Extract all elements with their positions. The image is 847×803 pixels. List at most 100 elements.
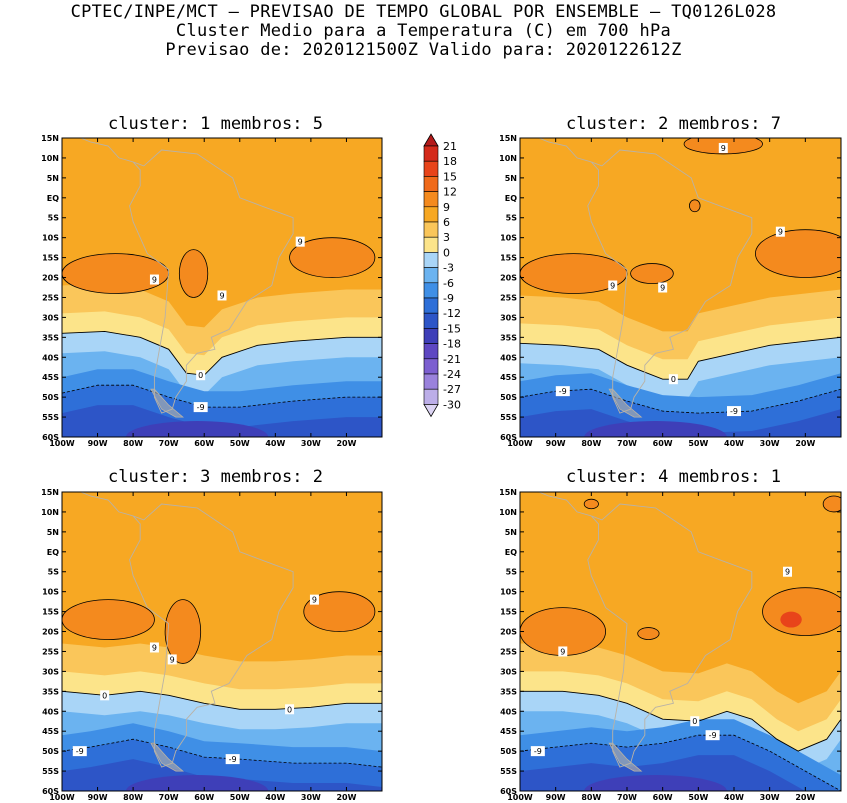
lon-label: 80W	[123, 793, 143, 802]
lat-label: 30S	[42, 667, 59, 676]
contour-label: -9	[193, 402, 208, 413]
colorbar-label: -18	[443, 338, 461, 351]
lon-label: 50W	[688, 439, 708, 448]
lon-label: 40W	[724, 793, 744, 802]
lat-label: EQ	[505, 194, 517, 203]
header-line-3: Previsao de: 2020121500Z Valido para: 20…	[165, 40, 682, 60]
warm-core-9	[630, 263, 674, 284]
lat-label: 35S	[500, 687, 517, 696]
colorbar-box	[423, 328, 439, 344]
lat-label: 25S	[42, 293, 59, 302]
panel-1-title: cluster: 1 membros: 5	[108, 114, 323, 134]
lat-label: 20S	[42, 274, 59, 283]
lat-label: 60S	[42, 787, 59, 796]
contour-label-box	[72, 746, 87, 757]
colorbar-label: -12	[443, 307, 461, 320]
colorbar-label: -27	[443, 383, 461, 396]
contour-label-box	[167, 654, 177, 665]
contour-label-box	[555, 386, 570, 397]
colorbar-label: 9	[443, 201, 450, 214]
contour-label-box	[295, 236, 305, 247]
map-panel-3: 9 9 9 0 0 -9 -9 15N 10N 5N EQ 5S 10S 15S 20S 25S 30S 35S 4…	[41, 488, 383, 802]
contour-label: -9	[705, 730, 720, 741]
colorbar-box	[423, 176, 439, 192]
map-frame	[519, 137, 842, 438]
lat-label: 5N	[47, 528, 59, 537]
colorbar-box	[423, 160, 439, 177]
colorbar-label: -21	[443, 353, 461, 366]
colorbar-box	[423, 191, 439, 208]
lat-label: 10S	[42, 588, 59, 597]
contour-label-box	[718, 142, 728, 153]
lat-label: 45S	[42, 373, 59, 382]
lat-label: 55S	[500, 767, 517, 776]
lon-label: 60W	[194, 793, 214, 802]
colorbar-label: -3	[443, 262, 454, 275]
contour-label: 9	[149, 274, 159, 285]
lon-label: 40W	[724, 439, 744, 448]
colorbar-label: 6	[443, 216, 450, 229]
lat-label: 15N	[499, 134, 517, 143]
colorbar-box	[423, 221, 439, 238]
warm-core-9	[62, 253, 170, 294]
colorbar-label: 0	[443, 246, 450, 259]
map-panel-2: 9 9 9 9 0 -9 -9 15N 10N 5N EQ 5S 10S 15S 20S 25S 30S 35S 4…	[499, 134, 842, 448]
map-frame	[61, 137, 383, 438]
contour-label: 9	[608, 280, 618, 291]
isoline-0	[520, 336, 841, 380]
contour-label-box	[608, 280, 618, 291]
lat-label: 10S	[500, 588, 517, 597]
warm-core-9	[178, 249, 209, 298]
lon-label: 100W	[49, 793, 75, 802]
header-line-2: Cluster Medio para a Temperatura (C) em …	[175, 21, 672, 41]
lat-label: 15N	[41, 134, 59, 143]
warm-core-9	[762, 587, 841, 636]
map-frame	[519, 491, 842, 792]
patagonia-islands	[150, 388, 184, 418]
contour-label: 0	[690, 716, 700, 727]
contour-label-box	[193, 402, 208, 413]
contour-label: -9	[225, 754, 240, 765]
lat-label: 50S	[42, 393, 59, 402]
lon-label: 30W	[301, 793, 321, 802]
colorbar-box	[423, 206, 439, 223]
lat-label: 30S	[42, 313, 59, 322]
lat-label: 35S	[500, 333, 517, 342]
warm-core-9	[303, 591, 376, 632]
lat-label: 55S	[500, 413, 517, 422]
lat-label: 40S	[500, 353, 517, 362]
contour-label-text: 0	[692, 717, 697, 726]
lat-label: 5N	[505, 174, 517, 183]
contour-label-text: 0	[198, 371, 203, 380]
colorbar-label: 18	[443, 155, 457, 168]
contour-label: 9	[295, 236, 305, 247]
lon-label: 70W	[617, 793, 637, 802]
lat-label: 55S	[42, 767, 59, 776]
lat-label: EQ	[47, 194, 59, 203]
isoline-0	[520, 690, 841, 752]
contour-label: 9	[718, 142, 728, 153]
central-america-coastline	[79, 492, 134, 517]
lat-label: 25S	[42, 647, 59, 656]
colorbar-box	[423, 388, 439, 405]
contour-label: 0	[100, 690, 110, 701]
lon-label: 70W	[159, 439, 179, 448]
lat-label: 50S	[42, 747, 59, 756]
warm-core-9	[822, 495, 841, 513]
contour-label-box	[149, 274, 159, 285]
contour-label-box	[309, 594, 319, 605]
lat-label: 60S	[500, 433, 517, 442]
colorbar-label: -9	[443, 292, 454, 305]
colorbar-label: -24	[443, 368, 461, 381]
contour-label: -9	[727, 406, 741, 417]
contour-label: -9	[555, 386, 570, 397]
contour-label: 9	[167, 654, 177, 665]
lat-label: 45S	[500, 727, 517, 736]
contour-label-text: -9	[709, 731, 717, 740]
contour-label-text: -9	[559, 387, 567, 396]
lat-label: 20S	[42, 628, 59, 637]
lon-label: 60W	[194, 439, 214, 448]
contour-label-text: 0	[671, 375, 676, 384]
south-america-coastline	[129, 503, 294, 768]
lat-label: 40S	[42, 353, 59, 362]
